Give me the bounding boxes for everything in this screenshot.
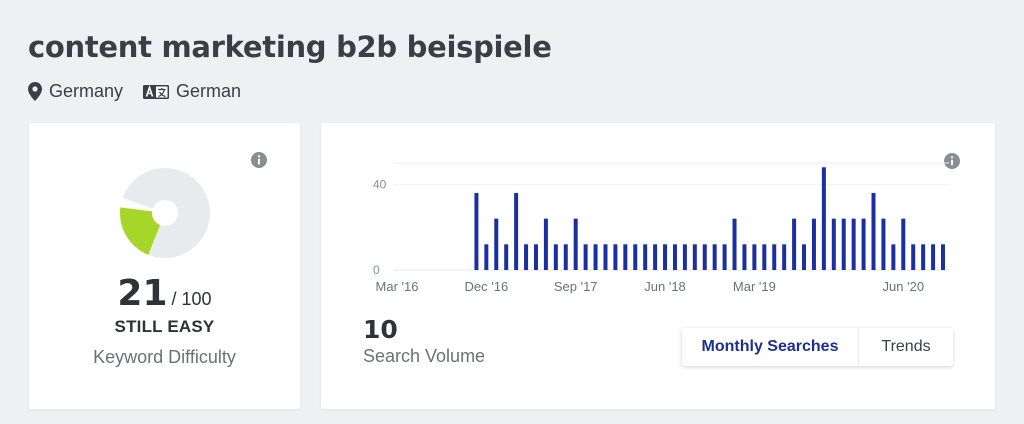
donut-track — [122, 168, 210, 258]
difficulty-value: 21 — [117, 273, 168, 314]
chart-bar — [593, 244, 598, 270]
chart-bar — [514, 192, 519, 270]
chart-bar — [563, 244, 568, 270]
chart-bar — [941, 244, 945, 270]
chart-bar — [752, 244, 757, 270]
x-tick-label: Mar '19 — [733, 279, 776, 294]
chart-bar — [762, 244, 767, 270]
chart-bar — [722, 244, 727, 270]
tab-monthly-searches[interactable]: Monthly Searches — [682, 328, 859, 366]
y-tick-label: 0 — [373, 263, 380, 277]
chart-bar — [633, 244, 638, 270]
chart-bar — [524, 244, 529, 270]
location-label: Germany — [49, 81, 124, 101]
keyword-difficulty-card: 21/ 100 STILL EASY Keyword Difficulty — [29, 123, 300, 409]
chart-bar — [672, 244, 677, 270]
chart-bar — [623, 244, 628, 270]
chart-bar — [474, 192, 479, 270]
difficulty-caption: Keyword Difficulty — [93, 347, 236, 367]
chart-bar — [573, 218, 578, 270]
chart-bar — [841, 218, 846, 270]
x-tick-label: Jun '20 — [883, 279, 925, 294]
info-icon[interactable] — [944, 153, 960, 169]
chart-bar — [494, 218, 499, 270]
chart-bar — [901, 218, 906, 270]
chart-bar — [613, 244, 618, 270]
chart-bar — [821, 167, 826, 270]
keyword-meta: Germany German — [28, 81, 261, 102]
chart-bar — [504, 244, 509, 270]
chart-bar — [921, 244, 926, 270]
donut-fill — [120, 207, 161, 255]
x-tick-label: Mar '16 — [376, 279, 419, 294]
monthly-searches-chart: 0 40 Mar '16 Dec '16 Sep '17 Jun '18 Mar '19 Ju… — [373, 162, 949, 294]
chart-bar — [533, 244, 538, 270]
chart-bar — [881, 218, 886, 270]
info-icon[interactable] — [251, 152, 267, 168]
chart-bar — [643, 244, 648, 270]
chart-bar — [702, 244, 707, 270]
x-tick-label: Jun '18 — [644, 279, 686, 294]
difficulty-score: 21/ 100 — [29, 273, 300, 314]
chart-bar — [692, 244, 697, 270]
tab-trends[interactable]: Trends — [881, 338, 931, 355]
chart-bar — [682, 244, 687, 270]
y-tick-label: 40 — [373, 177, 387, 191]
chart-bar — [811, 218, 816, 270]
chart-bar — [871, 192, 876, 270]
chart-bar — [663, 244, 668, 270]
chart-bar — [543, 218, 548, 270]
search-volume-caption: Search Volume — [363, 346, 486, 366]
language-info: German — [143, 81, 241, 102]
chart-bar — [911, 244, 916, 270]
chart-bar — [732, 218, 737, 270]
difficulty-donut — [120, 168, 210, 258]
chart-bar — [802, 244, 807, 270]
language-label: German — [176, 81, 242, 101]
chart-bar — [782, 244, 787, 270]
x-tick-label: Dec '16 — [465, 279, 509, 294]
chart-bar — [712, 244, 717, 270]
chart-bar — [742, 244, 747, 270]
chart-bar — [861, 218, 866, 270]
map-pin-icon — [28, 82, 42, 101]
difficulty-max: / 100 — [171, 289, 212, 309]
chart-bar — [851, 218, 856, 270]
chart-bar — [484, 244, 489, 270]
x-tick-label: Sep '17 — [554, 279, 598, 294]
location-info: Germany — [28, 81, 123, 102]
chart-bar — [603, 244, 608, 270]
chart-bar — [931, 244, 936, 270]
translate-icon — [143, 84, 170, 99]
chart-bar — [553, 244, 558, 270]
chart-bar — [792, 218, 797, 270]
chart-view-toggle: Monthly Searches Trends — [682, 328, 953, 366]
chart-bar — [653, 244, 658, 270]
chart-bar — [891, 244, 896, 270]
chart-bar — [831, 218, 836, 270]
chart-bar — [772, 244, 777, 270]
difficulty-rating: STILL EASY — [114, 317, 215, 336]
chart-bar — [583, 244, 588, 270]
search-volume-value: 10 — [363, 315, 398, 344]
search-volume-card: 0 40 Mar '16 Dec '16 Sep '17 Jun '18 Mar '19 Ju… — [321, 123, 995, 409]
page-title: content marketing b2b beispiele — [28, 30, 552, 64]
